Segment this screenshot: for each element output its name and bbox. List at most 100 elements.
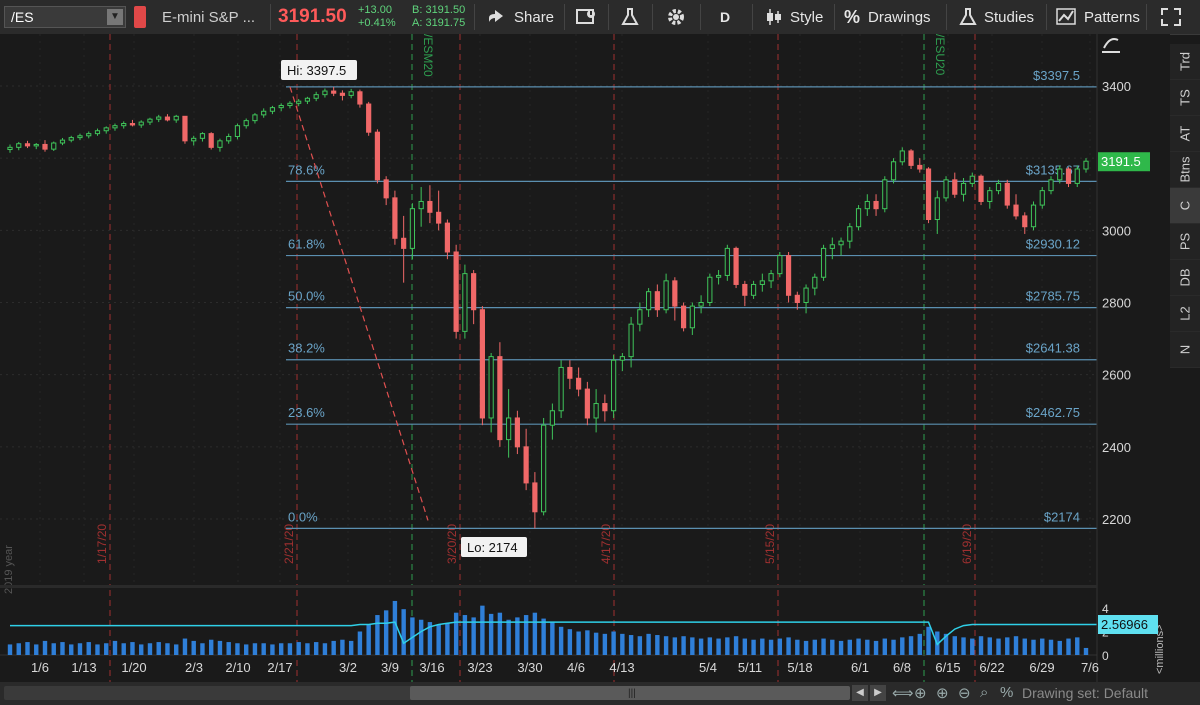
- candle-body: [768, 273, 774, 282]
- volume-bar: [628, 635, 634, 655]
- side-tab-btns[interactable]: Btns: [1170, 152, 1200, 188]
- fit-icon[interactable]: ⟺: [892, 685, 914, 702]
- candle-body: [785, 255, 792, 296]
- side-tab-c[interactable]: C: [1170, 188, 1200, 224]
- candle-body: [917, 164, 923, 170]
- fib-trend-line[interactable]: [289, 86, 429, 521]
- zoom-box-icon[interactable]: ⌕: [980, 684, 989, 701]
- candle-icon: [767, 9, 781, 25]
- last-price-badge: [1098, 152, 1150, 172]
- candle-body: [969, 175, 975, 184]
- right-sidebar: Trd TS AT Btns C PS DB L2 N: [1170, 34, 1200, 414]
- flask-button[interactable]: [620, 0, 640, 34]
- drawings-menu[interactable]: % Drawings: [844, 0, 931, 34]
- candle-body: [680, 305, 687, 329]
- side-tab-ts[interactable]: TS: [1170, 80, 1200, 116]
- hi-label: Hi: 3397.5: [287, 63, 346, 78]
- zoom-out-icon[interactable]: ⊖: [958, 685, 971, 702]
- volume-bar: [427, 622, 433, 655]
- candle-body: [182, 115, 188, 142]
- patterns-menu[interactable]: Patterns: [1056, 0, 1140, 34]
- volume-bar: [663, 636, 669, 655]
- candle-body: [820, 247, 827, 278]
- volume-bar: [698, 638, 704, 655]
- volume-bar: [795, 639, 800, 655]
- fib-percent-label: 78.6%: [288, 162, 325, 177]
- side-tab-at[interactable]: AT: [1170, 116, 1200, 152]
- date-tick-label: 6/29: [1029, 660, 1054, 675]
- volume-bar: [436, 624, 441, 655]
- scroll-thumb[interactable]: [410, 686, 850, 700]
- link-color-chip[interactable]: [134, 6, 146, 28]
- side-tab-label: DB: [1177, 268, 1193, 287]
- candle-body: [576, 377, 582, 390]
- expiration-marker-label: 4/17/20: [599, 524, 613, 564]
- candle-body: [759, 280, 765, 285]
- side-tab-n[interactable]: N: [1170, 332, 1200, 368]
- candle-body: [960, 182, 967, 195]
- side-tab-l2[interactable]: L2: [1170, 296, 1200, 332]
- side-tab-label: Btns: [1177, 156, 1193, 183]
- drawing-set-label[interactable]: Drawing set: Default: [1022, 685, 1149, 701]
- rollover-marker-label: /ESU20: [933, 34, 947, 76]
- chevron-down-icon[interactable]: ▼: [107, 9, 123, 25]
- volume-bar: [121, 643, 126, 655]
- volume-bar: [497, 612, 503, 655]
- volume-bar: [200, 643, 205, 655]
- volume-bar: [1083, 647, 1089, 655]
- crosshair-icon[interactable]: ⊕: [914, 685, 927, 702]
- style-menu[interactable]: Style: [764, 0, 823, 34]
- candle-body: [331, 90, 337, 94]
- volume-bar: [1075, 637, 1080, 655]
- side-tab-label: TS: [1177, 89, 1193, 106]
- volume-bar: [576, 631, 581, 655]
- scroll-left-icon[interactable]: ◀: [852, 685, 868, 701]
- drawing-tool-icon[interactable]: [1102, 38, 1120, 53]
- candle-body: [287, 102, 293, 106]
- symbol-text: /ES: [11, 9, 34, 25]
- candle-body: [103, 127, 109, 132]
- volume-bar: [340, 639, 345, 655]
- side-tab-db[interactable]: DB: [1170, 260, 1200, 296]
- side-tab-trd[interactable]: Trd: [1170, 44, 1200, 80]
- volume-bar: [1005, 637, 1010, 655]
- volume-average-line: [10, 621, 1098, 646]
- bid-ask-block: B: 3191.50 A: 3191.75: [412, 4, 465, 30]
- zoom-in-icon[interactable]: ⊕: [936, 685, 949, 702]
- price-chart[interactable]: 1/17/20 2/21/20 3/20/20 4/17/20 5/15/20 6/19/…: [0, 34, 1170, 682]
- studies-menu[interactable]: Studies: [958, 0, 1034, 34]
- aggregation-selector[interactable]: D: [720, 9, 731, 25]
- expiration-marker-label: 6/19/20: [960, 524, 974, 564]
- candle-body: [33, 143, 39, 147]
- expiration-marker-label: 5/15/20: [763, 524, 777, 564]
- alert-button[interactable]: [576, 0, 598, 34]
- volume-bar: [112, 640, 118, 655]
- share-button[interactable]: Share: [486, 0, 554, 34]
- percent-scale-icon[interactable]: %: [1000, 684, 1014, 701]
- candle-body: [943, 179, 949, 199]
- side-tab-label: AT: [1177, 125, 1193, 142]
- settings-button[interactable]: [666, 0, 686, 34]
- candles: [7, 86, 1089, 529]
- fib-price-label: $3135.67: [1026, 162, 1080, 177]
- percent-icon: %: [844, 6, 861, 27]
- volume-bar: [917, 633, 922, 655]
- fibonacci-retracement[interactable]: $3397.5 78.6% $3135.67 61.8% $2930.12 50.0% $2…: [286, 68, 1097, 529]
- candle-body: [1004, 182, 1010, 206]
- volume-bar: [69, 644, 74, 655]
- scroll-grip-icon: |||: [628, 688, 636, 699]
- date-tick-label: 4/6: [567, 660, 585, 675]
- candle-body: [1039, 190, 1045, 206]
- volume-bar: [410, 617, 415, 655]
- fib-percent-label: 38.2%: [288, 341, 325, 356]
- candle-body: [829, 244, 835, 249]
- expand-button[interactable]: [1160, 0, 1182, 34]
- scroll-right-icon[interactable]: ▶: [870, 685, 886, 701]
- date-tick-label: 4/13: [609, 660, 634, 675]
- volume-bar: [252, 643, 258, 655]
- volume-bar: [261, 643, 266, 655]
- volume-bar: [313, 642, 319, 655]
- side-tab-ps[interactable]: PS: [1170, 224, 1200, 260]
- pane-divider[interactable]: [0, 585, 1097, 588]
- symbol-selector[interactable]: /ES ▼: [4, 6, 126, 28]
